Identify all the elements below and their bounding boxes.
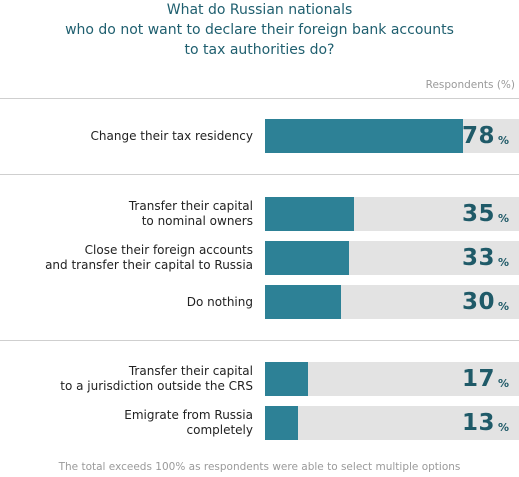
bar <box>265 241 349 275</box>
data-label-value: 17 <box>461 366 495 392</box>
bar <box>265 362 308 396</box>
bar-track: 78% <box>265 119 519 153</box>
category-label-line: Do nothing <box>186 294 253 309</box>
category-label-line: Transfer their capital <box>128 199 253 213</box>
data-label-suffix: % <box>497 299 509 313</box>
category-label-line: to nominal owners <box>141 214 253 228</box>
bar-track: 33% <box>265 241 519 275</box>
group-divider <box>0 174 519 175</box>
category-label-line: and transfer their capital to Russia <box>45 258 253 272</box>
category-label: Close their foreign accounts and transfer… <box>45 241 253 275</box>
chart-title-line-3: to tax authorities do? <box>184 42 335 58</box>
units-label: Respondents (%) <box>425 79 515 91</box>
category-label: Do nothing <box>187 285 253 319</box>
category-label-line: Change their tax residency <box>90 128 253 143</box>
bar <box>265 406 298 440</box>
bar-track: 35% <box>265 197 519 231</box>
bar-row: Transfer their capital to nominal owners 3… <box>0 197 519 231</box>
category-label-line: completely <box>186 423 254 437</box>
data-label-suffix: % <box>497 420 509 434</box>
bar-track: 17% <box>265 362 519 396</box>
chart-title-line-2: who do not want to declare their foreign… <box>65 22 454 38</box>
data-label-suffix: % <box>497 133 509 147</box>
data-label-value: 78 <box>461 123 495 149</box>
bar <box>265 119 463 153</box>
data-label-suffix: % <box>497 211 509 225</box>
bar-row: Change their tax residency 78% <box>0 119 519 153</box>
data-label: 33% <box>462 241 509 275</box>
data-label: 17% <box>462 362 509 396</box>
data-label-suffix: % <box>497 255 509 269</box>
bar-row: Do nothing 30% <box>0 285 519 319</box>
category-label: Change their tax residency <box>91 119 253 153</box>
category-label-line: Emigrate from Russia <box>124 408 253 422</box>
chart-title: What do Russian nationals who do not wan… <box>0 0 519 60</box>
group-divider <box>0 340 519 341</box>
group-divider <box>0 98 519 99</box>
bar-row: Transfer their capital to a jurisdiction … <box>0 362 519 396</box>
bar-row: Close their foreign accounts and transfer… <box>0 241 519 275</box>
chart-title-line-1: What do Russian nationals <box>166 2 353 18</box>
data-label-value: 35 <box>461 201 495 227</box>
data-label: 13% <box>462 406 509 440</box>
bar <box>265 197 354 231</box>
category-label: Transfer their capital to a jurisdiction … <box>60 362 253 396</box>
category-label: Transfer their capital to nominal owners <box>129 197 253 231</box>
category-label-line: Close their foreign accounts <box>84 243 253 257</box>
bar-row: Emigrate from Russia completely 13% <box>0 406 519 440</box>
footnote: The total exceeds 100% as respondents we… <box>58 461 461 473</box>
data-label-value: 30 <box>461 289 495 315</box>
category-label-line: Transfer their capital <box>128 364 253 378</box>
category-label: Emigrate from Russia completely <box>124 406 253 440</box>
bar-track: 30% <box>265 285 519 319</box>
data-label-value: 13 <box>461 410 495 436</box>
data-label: 30% <box>462 285 509 319</box>
data-label-value: 33 <box>461 245 495 271</box>
bar <box>265 285 341 319</box>
data-label: 78% <box>462 119 509 153</box>
bar-track: 13% <box>265 406 519 440</box>
category-label-line: to a jurisdiction outside the CRS <box>60 379 253 393</box>
data-label-suffix: % <box>497 376 509 390</box>
data-label: 35% <box>462 197 509 231</box>
